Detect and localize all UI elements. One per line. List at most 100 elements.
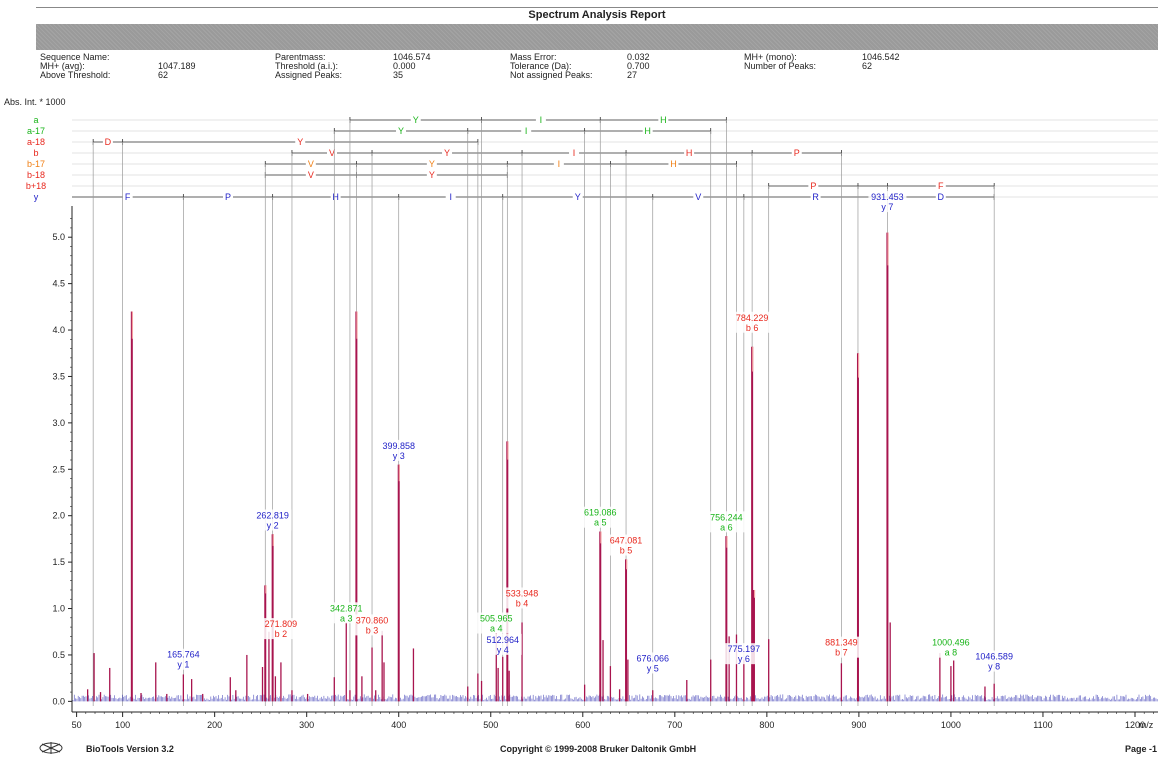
annotation-value: 271.809	[265, 619, 298, 629]
annotation-bg	[379, 439, 418, 461]
residue-bg	[426, 170, 437, 180]
residue-bg	[642, 126, 653, 136]
annotation-bg	[633, 652, 672, 674]
annotation-value: 533.948	[506, 588, 539, 598]
residue-label: D	[938, 192, 945, 202]
annotation-value: 881.349	[825, 638, 858, 648]
footer-page: Page -1	[1125, 744, 1158, 754]
residue-bg	[808, 181, 819, 191]
bruker-logo	[39, 742, 63, 754]
residue-label: P	[225, 192, 231, 202]
y-tick-label: 2.5	[52, 464, 65, 474]
annotation-ion: a 8	[945, 648, 958, 658]
report-header-band	[36, 24, 1158, 50]
annotation-ion: a 5	[594, 518, 607, 528]
footer-copyright: Copyright © 1999-2008 Bruker Daltonik Gm…	[500, 744, 697, 754]
residue-bg	[295, 137, 306, 147]
annotation-ion: y 6	[738, 654, 750, 664]
residue-bg	[658, 115, 669, 125]
residue-label: Y	[413, 115, 419, 125]
annotation-value: 619.086	[584, 508, 617, 518]
annotation-bg	[483, 633, 522, 655]
residue-label: Y	[398, 126, 404, 136]
x-tick-label: 900	[851, 720, 866, 730]
annotation-value: 512.964	[486, 635, 519, 645]
residue-label: I	[558, 159, 561, 169]
annotation-value: 756.244	[710, 512, 743, 522]
annotation-ion: b 2	[275, 629, 288, 639]
annotation-ion: a 3	[340, 613, 353, 623]
residue-label: I	[540, 115, 543, 125]
annotation-value: 262.819	[256, 510, 289, 520]
annotation-bg	[253, 509, 292, 531]
residue-label: H	[332, 192, 339, 202]
report-title: Spectrum Analysis Report	[528, 9, 666, 21]
annotation-value: 165.764	[167, 650, 200, 660]
annotation-ion: y 3	[393, 451, 405, 461]
meta-label-threshold: Threshold (a.i.):	[275, 61, 339, 71]
annotation-value: 647.081	[610, 536, 643, 546]
meta-value-mh-avg: 1047.189	[158, 61, 196, 71]
residue-label: H	[660, 115, 667, 125]
annotation-value: 399.858	[382, 441, 415, 451]
meta-value-mass-error: 0.032	[627, 52, 650, 62]
residue-label: Y	[297, 137, 303, 147]
annotation-bg	[503, 587, 542, 609]
x-tick-label: 300	[299, 720, 314, 730]
x-tick-label: 200	[207, 720, 222, 730]
y-tick-label: 5.0	[52, 232, 65, 242]
residue-label: F	[938, 181, 944, 191]
y-tick-label: 2.0	[52, 511, 65, 521]
annotation-value: 370.860	[356, 615, 389, 625]
x-tick-label: 600	[575, 720, 590, 730]
annotation-bg	[975, 650, 1014, 672]
residue-bg	[305, 159, 316, 169]
annotation-bg	[822, 636, 861, 658]
residue-bg	[684, 148, 695, 158]
residue-bg	[572, 192, 583, 202]
residue-bg	[668, 159, 679, 169]
meta-value-tolerance: 0.700	[627, 61, 650, 71]
annotation-ion: y 8	[988, 662, 1000, 672]
x-tick-label: 800	[759, 720, 774, 730]
residue-bg	[410, 115, 421, 125]
residue-label: P	[794, 148, 800, 158]
ion-series-label-b+18: b+18	[26, 181, 46, 191]
residue-bg	[445, 192, 456, 202]
residue-bg	[521, 126, 532, 136]
residue-bg	[693, 192, 704, 202]
x-tick-label: 100	[115, 720, 130, 730]
x-tick-label: 1000	[941, 720, 961, 730]
residue-label: H	[686, 148, 693, 158]
noise-baseline	[72, 694, 1158, 702]
annotation-ion: y 2	[267, 520, 279, 530]
y-tick-label: 3.0	[52, 418, 65, 428]
annotation-value: 1000.496	[932, 638, 970, 648]
annotation-ion: y 4	[497, 645, 509, 655]
annotation-ion: a 6	[720, 522, 733, 532]
x-tick-label: 400	[391, 720, 406, 730]
meta-label-above-threshold: Above Threshold:	[40, 70, 111, 80]
residue-bg	[553, 159, 564, 169]
annotation-bg	[724, 643, 763, 665]
x-tick-label: 700	[667, 720, 682, 730]
annotation-bg	[261, 618, 300, 640]
footer-version: BioTools Version 3.2	[86, 744, 174, 754]
residue-label: V	[308, 159, 314, 169]
meta-value-not-assigned-peaks: 27	[627, 70, 638, 80]
residue-bg	[396, 126, 407, 136]
x-axis-label: m/z	[1139, 720, 1154, 730]
